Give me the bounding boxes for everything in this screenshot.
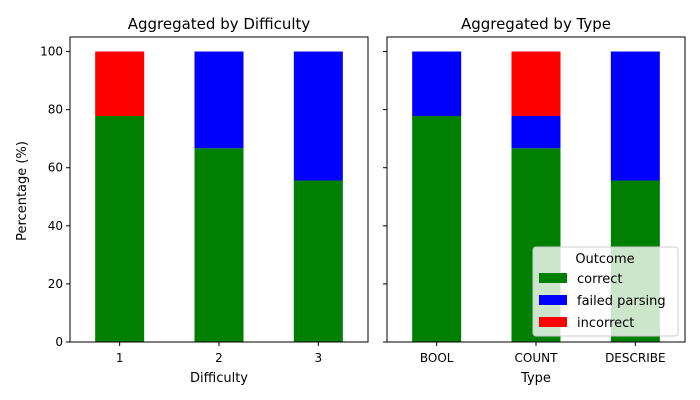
x-tick-label-bool: BOOL <box>420 351 454 365</box>
difficulty-plot-area: 1 2 3 0 20 40 60 80 100 <box>40 36 369 365</box>
difficulty-panel-title: Aggregated by Difficulty <box>128 15 311 33</box>
bar-2-failed-parsing <box>194 51 244 149</box>
y-tick-label-100: 100 <box>40 45 63 59</box>
legend: Outcome correct failed parsing incorrect <box>532 246 679 337</box>
y-tick-label-80: 80 <box>48 103 63 117</box>
legend-title: Outcome <box>575 252 634 267</box>
y-tick-label-60: 60 <box>48 161 63 175</box>
legend-label-correct: correct <box>577 272 623 287</box>
x-tick-label-3: 3 <box>315 351 323 365</box>
bar-2-correct <box>194 148 244 342</box>
bar-bool-correct <box>412 116 462 342</box>
y-tick-label-40: 40 <box>48 219 63 233</box>
y-tick-label-0: 0 <box>55 335 63 349</box>
legend-label-incorrect: incorrect <box>577 316 634 331</box>
legend-frame <box>532 246 679 337</box>
bar-bool-failed-parsing <box>412 51 462 117</box>
legend-swatch-correct <box>539 273 567 283</box>
bar-1-incorrect <box>95 51 145 117</box>
legend-swatch-incorrect <box>539 317 567 327</box>
bar-count-failed-parsing <box>511 116 561 149</box>
y-tick-label-20: 20 <box>48 277 63 291</box>
legend-label-failed-parsing: failed parsing <box>577 294 666 309</box>
legend-swatch-failed-parsing <box>539 295 567 305</box>
x-tick-label-1: 1 <box>116 351 124 365</box>
bar-3-failed-parsing <box>293 51 343 181</box>
difficulty-panel: Aggregated by Difficulty 1 2 3 0 20 40 60 80 100… <box>15 15 369 386</box>
y-axis-title: Percentage (%) <box>15 141 30 241</box>
bar-3-correct <box>293 180 343 342</box>
type-x-axis-title: Type <box>520 371 551 386</box>
bar-describe-failed-parsing <box>610 51 660 181</box>
bar-count-incorrect <box>511 51 561 117</box>
x-tick-label-2: 2 <box>215 351 223 365</box>
type-panel-title: Aggregated by Type <box>461 15 611 33</box>
bar-1-correct <box>95 116 145 342</box>
difficulty-x-axis-title: Difficulty <box>190 371 248 386</box>
x-tick-label-describe: DESCRIBE <box>605 351 666 365</box>
x-tick-label-count: COUNT <box>515 351 559 365</box>
